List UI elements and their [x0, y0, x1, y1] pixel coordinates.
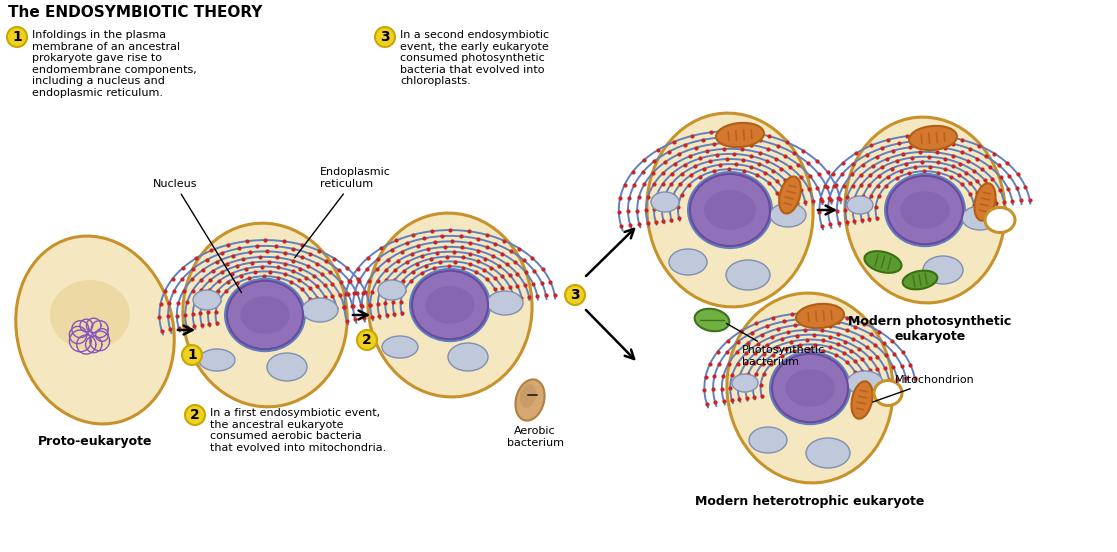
Ellipse shape [409, 268, 491, 342]
Ellipse shape [183, 223, 347, 407]
Ellipse shape [772, 354, 848, 422]
Ellipse shape [704, 190, 756, 230]
Ellipse shape [227, 281, 303, 349]
Text: 3: 3 [380, 30, 390, 44]
Ellipse shape [487, 291, 523, 315]
Circle shape [357, 330, 378, 350]
Ellipse shape [770, 203, 806, 227]
Text: Mitochondrion: Mitochondrion [872, 375, 975, 402]
Ellipse shape [302, 298, 338, 322]
Ellipse shape [367, 213, 532, 397]
Ellipse shape [412, 271, 488, 339]
Ellipse shape [750, 427, 787, 453]
Ellipse shape [515, 379, 545, 421]
Ellipse shape [923, 256, 963, 284]
Ellipse shape [267, 353, 307, 381]
Circle shape [182, 345, 202, 365]
Ellipse shape [785, 369, 834, 407]
Ellipse shape [519, 384, 536, 408]
Text: 2: 2 [362, 333, 372, 347]
Ellipse shape [651, 192, 679, 212]
Ellipse shape [695, 309, 729, 331]
Text: Nucleus: Nucleus [153, 179, 241, 293]
Ellipse shape [903, 270, 937, 289]
Ellipse shape [887, 176, 963, 244]
Circle shape [185, 405, 206, 425]
Ellipse shape [727, 293, 894, 483]
Ellipse shape [780, 177, 801, 214]
Ellipse shape [909, 126, 957, 150]
Ellipse shape [426, 286, 475, 324]
Text: In a first endosymbiotic event,
the ancestral eukaryote
consumed aerobic bacteri: In a first endosymbiotic event, the ance… [210, 408, 386, 453]
Text: Proto-eukaryote: Proto-eukaryote [38, 435, 152, 448]
Ellipse shape [50, 280, 130, 350]
Circle shape [565, 285, 585, 305]
Ellipse shape [873, 380, 903, 406]
Ellipse shape [732, 374, 758, 392]
Text: Aerobic
bacterium: Aerobic bacterium [506, 426, 563, 448]
Ellipse shape [865, 251, 901, 273]
Ellipse shape [16, 236, 174, 424]
Text: Modern heterotrophic eukaryote: Modern heterotrophic eukaryote [695, 495, 925, 508]
Ellipse shape [884, 173, 966, 247]
Text: 2: 2 [190, 408, 200, 422]
Ellipse shape [199, 349, 235, 371]
Ellipse shape [796, 304, 844, 328]
Ellipse shape [382, 336, 418, 358]
Text: Photosynthetic
bacterium: Photosynthetic bacterium [726, 323, 825, 367]
Ellipse shape [448, 343, 488, 371]
Ellipse shape [768, 351, 851, 425]
Text: 3: 3 [570, 288, 580, 302]
Ellipse shape [378, 280, 405, 300]
Ellipse shape [647, 113, 813, 307]
Ellipse shape [240, 296, 289, 334]
Text: In a second endosymbiotic
event, the early eukaryote
consumed photosynthetic
bac: In a second endosymbiotic event, the ear… [400, 30, 550, 87]
Ellipse shape [669, 249, 707, 275]
Text: Modern photosynthetic
eukaryote: Modern photosynthetic eukaryote [849, 315, 1012, 343]
Circle shape [375, 27, 395, 47]
Text: Infoldings in the plasma
membrane of an ancestral
prokaryote gave rise to
endome: Infoldings in the plasma membrane of an … [32, 30, 197, 98]
Ellipse shape [962, 206, 997, 230]
Ellipse shape [690, 174, 770, 246]
Ellipse shape [193, 290, 221, 310]
Ellipse shape [847, 371, 884, 395]
Ellipse shape [806, 438, 850, 468]
Ellipse shape [844, 117, 1005, 303]
Text: Endoplasmic
reticulum: Endoplasmic reticulum [295, 167, 391, 258]
Ellipse shape [974, 183, 995, 221]
Text: 1: 1 [12, 30, 22, 44]
Ellipse shape [687, 171, 773, 249]
Ellipse shape [225, 278, 306, 352]
Ellipse shape [900, 191, 949, 229]
Circle shape [7, 27, 27, 47]
Ellipse shape [851, 381, 872, 419]
Ellipse shape [985, 208, 1015, 232]
Ellipse shape [726, 260, 770, 290]
Ellipse shape [716, 123, 764, 147]
Ellipse shape [847, 196, 873, 214]
Text: 1: 1 [188, 348, 197, 362]
Text: The ENDOSYMBIOTIC THEORY: The ENDOSYMBIOTIC THEORY [8, 5, 262, 20]
